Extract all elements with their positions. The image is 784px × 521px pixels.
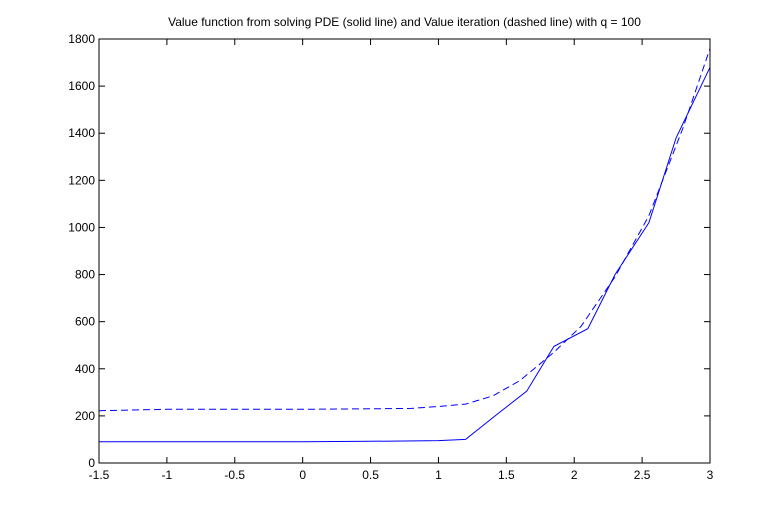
tick-layer: -1.5 -1 -0.5 0 0.5 1 1.5 2 2.5 3 0 200 400 600 800 1000… [68,32,713,482]
x-tick-label: 3 [707,468,714,482]
y-tick-label: 1600 [68,79,95,93]
x-tick-label: 0 [299,468,306,482]
x-tick-label: 1.5 [498,468,515,482]
x-tick-label: 1 [435,468,442,482]
x-tick-label: 2.5 [634,468,651,482]
x-tick-label: -1 [162,468,173,482]
y-tick-label: 1800 [68,32,95,46]
plot-background [99,39,710,463]
x-tick-label: -0.5 [224,468,245,482]
y-tick-label: 800 [75,268,95,282]
y-tick-label: 0 [88,456,95,470]
y-tick-label: 1000 [68,220,95,234]
x-tick-label: -1.5 [89,468,110,482]
plot-frame [98,38,711,464]
series-layer [98,48,711,443]
pde-solution-solid-line [99,67,711,443]
chart-title: Value function from solving PDE (solid l… [168,15,641,29]
x-tick-label: 0.5 [362,468,379,482]
y-tick-label: 200 [75,409,95,423]
y-tick-label: 600 [75,315,95,329]
y-tick-label: 1200 [68,173,95,187]
y-tick-label: 1400 [68,126,95,140]
value-iteration-dashed-line [98,48,711,412]
x-tick-label: 2 [571,468,578,482]
y-tick-label: 400 [75,362,95,376]
